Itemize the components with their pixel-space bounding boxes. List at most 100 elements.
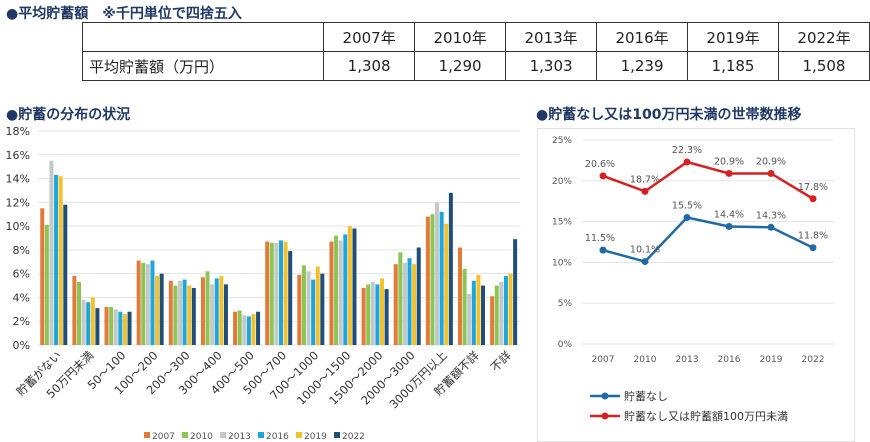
data-label: 20.9% (714, 156, 744, 167)
y-tick-label: 10% (552, 258, 572, 268)
y-tick-label: 0% (558, 340, 573, 350)
bar-2010 (366, 284, 371, 345)
bar-2010 (205, 271, 210, 345)
y-tick-label: 6% (13, 268, 30, 281)
bar-2013 (370, 281, 375, 345)
x-tick-label: 2007 (592, 355, 615, 365)
bar-2019 (508, 273, 513, 345)
legend-swatch (334, 432, 340, 438)
bar-2007 (72, 276, 77, 345)
data-label: 15.5% (672, 201, 702, 212)
bar-2019 (347, 226, 352, 345)
bar-2019 (251, 314, 256, 345)
legend-label: 2013 (228, 432, 251, 441)
bar-2010 (141, 262, 146, 345)
bar-2007 (425, 216, 430, 345)
bar-2022 (513, 239, 518, 345)
bar-2019 (412, 264, 417, 345)
x-tick-label: 2016 (718, 355, 741, 365)
bar-2019 (283, 241, 288, 345)
bar-2022 (448, 192, 453, 345)
legend-label: 2019 (304, 432, 327, 441)
bar-2007 (265, 241, 270, 345)
bar-2016 (343, 234, 348, 345)
bar-2016 (118, 311, 123, 345)
legend-swatch (220, 432, 226, 438)
bar-2019 (155, 276, 160, 345)
table-cell: 1,290 (414, 51, 507, 81)
y-tick-label: 4% (13, 291, 30, 304)
bar-2007 (200, 277, 205, 345)
bar-2016 (214, 278, 219, 345)
bar-2016 (471, 280, 476, 345)
x-tick-label: 2019 (760, 355, 783, 365)
legend-swatch (296, 432, 302, 438)
data-label: 18.7% (630, 174, 660, 185)
legend-marker (601, 392, 609, 400)
data-label: 17.8% (798, 182, 828, 193)
y-tick-label: 2% (13, 315, 30, 328)
bar-2022 (127, 311, 132, 345)
data-label: 22.3% (672, 145, 702, 156)
data-label: 20.9% (756, 156, 786, 167)
bar-2019 (90, 297, 95, 345)
table-cell: 1,239 (596, 51, 689, 81)
x-tick-label: 2022 (802, 355, 825, 365)
legend-label: 2007 (152, 432, 175, 441)
bar-2010 (462, 268, 467, 345)
table-header-cell (81, 22, 325, 52)
table-title: ●平均貯蓄額 ※千円単位で四捨五入 (6, 6, 242, 22)
data-label: 11.5% (585, 233, 615, 244)
bar-2022 (256, 311, 261, 345)
legend-swatch (258, 432, 264, 438)
data-point (725, 222, 733, 230)
bar-2022 (159, 273, 164, 345)
bar-2019 (380, 278, 384, 345)
y-tick-label: 10% (6, 220, 30, 233)
bar-2013 (467, 293, 472, 345)
bar-2013 (242, 315, 247, 345)
y-tick-label: 5% (558, 299, 573, 309)
data-point (599, 246, 607, 254)
bar-2019 (122, 314, 127, 345)
bar-2016 (182, 279, 187, 345)
y-tick-label: 8% (13, 244, 30, 257)
y-tick-label: 16% (6, 149, 30, 162)
bar-2016 (407, 258, 412, 345)
bar-2007 (490, 296, 495, 345)
series-line (602, 216, 814, 263)
table-cell: 1,508 (778, 51, 870, 81)
bar-2007 (361, 287, 366, 345)
y-tick-label: 0% (13, 339, 30, 352)
bar-2013 (274, 242, 279, 345)
table-header-row: 2007年 2010年 2013年 2016年 2019年 2022年 (81, 22, 870, 52)
legend-label: 2022 (342, 432, 365, 441)
bar-2013 (49, 160, 54, 345)
bar-2010 (494, 285, 499, 345)
series-line (602, 160, 814, 200)
bar-2022 (63, 204, 68, 345)
bar-2016 (86, 302, 91, 345)
bar-chart-title: ●貯蓄の分布の状況 (6, 107, 131, 123)
legend-swatch (144, 432, 150, 438)
bar-2022 (191, 287, 196, 345)
bar-2007 (458, 247, 462, 345)
legend-marker (601, 412, 609, 420)
data-point (683, 158, 691, 166)
y-tick-label: 20% (552, 177, 572, 187)
table-header-cell: 2007年 (323, 22, 416, 52)
y-tick-label: 12% (6, 196, 30, 209)
bar-2019 (476, 274, 481, 345)
bar-2010 (173, 285, 178, 345)
bar-2016 (439, 211, 444, 345)
bar-2013 (81, 299, 86, 345)
table-header-cell: 2013年 (505, 22, 598, 52)
bar-2016 (279, 240, 283, 345)
table-row: 平均貯蓄額（万円） 1,308 1,290 1,303 1,239 1,185 … (81, 51, 870, 81)
legend-label: 貯蓄なし又は貯蓄額100万円未満 (624, 410, 788, 423)
bar-2013 (145, 264, 150, 345)
y-tick-label: 18% (6, 125, 30, 138)
bar-2022 (481, 285, 485, 345)
bar-2013 (499, 281, 504, 345)
